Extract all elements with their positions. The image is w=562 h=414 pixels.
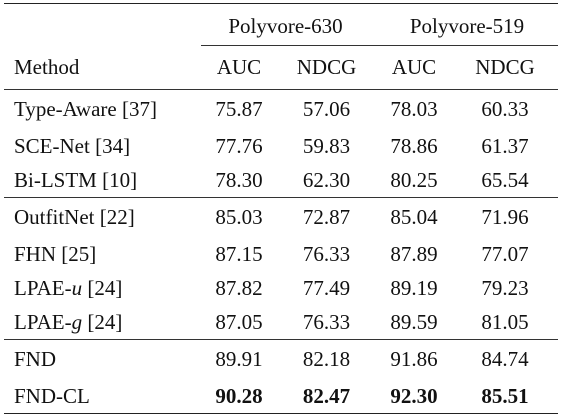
results-table: Polyvore-630 Polyvore-519 Method AUC NDC… — [4, 3, 559, 414]
auc-630-cell: 89.91 — [201, 339, 277, 380]
table-row: LPAE-u [24] 87.82 77.49 89.19 79.23 — [4, 272, 558, 306]
auc-519-cell: 91.86 — [376, 339, 453, 380]
ndcg-519-cell: 61.37 — [481, 134, 529, 158]
auc-630-cell: 87.82 — [215, 276, 263, 300]
auc-519-cell: 78.03 — [376, 89, 453, 130]
table-row: SCE-Net [34] 77.76 59.83 78.86 61.37 — [4, 130, 558, 164]
method-cell: Type-Aware [37] — [4, 89, 201, 130]
method-cell: SCE-Net [34] — [14, 134, 131, 158]
dataset-header-polyvore-519: Polyvore-519 — [376, 3, 559, 46]
ndcg-630-cell: 77.49 — [302, 276, 351, 300]
dataset-header-polyvore-630: Polyvore-630 — [201, 3, 377, 46]
auc-header-519: AUC — [376, 45, 453, 90]
table-row: Type-Aware [37] 75.87 57.06 78.03 60.33 — [4, 89, 559, 130]
ndcg-630-cell: 59.83 — [302, 134, 351, 158]
table-row: Bi-LSTM [10] 78.30 62.30 80.25 65.54 — [4, 164, 558, 198]
ndcg-519-cell-best: 85.51 — [452, 379, 559, 414]
method-cell: LPAE-u [24] — [4, 272, 201, 306]
ndcg-630-cell: 76.33 — [302, 309, 351, 334]
header-empty-cell — [4, 3, 201, 46]
method-suffix: [24] — [82, 309, 123, 334]
method-cell: FND-CL — [4, 379, 201, 414]
table-row: LPAE-g [24] 87.05 76.33 89.59 81.05 — [4, 306, 558, 340]
auc-630-cell: 75.87 — [201, 89, 277, 130]
table-row: FND 89.91 82.18 91.86 84.74 — [4, 339, 559, 380]
metric-header-row: Method AUC NDCG AUC NDCG — [4, 45, 559, 90]
ndcg-630-cell: 72.87 — [277, 197, 377, 238]
method-variant: g — [71, 309, 83, 334]
ndcg-header-630: NDCG — [277, 45, 377, 90]
ndcg-519-cell: 65.54 — [481, 167, 529, 192]
method-column-header: Method — [4, 45, 201, 90]
ndcg-519-cell: 84.74 — [452, 339, 559, 380]
auc-630-cell: 87.15 — [215, 242, 263, 266]
method-cell: Bi-LSTM [10] — [14, 167, 138, 192]
auc-519-cell: 87.89 — [390, 242, 438, 266]
auc-header-630: AUC — [201, 45, 277, 90]
auc-519-cell: 89.19 — [390, 276, 438, 300]
auc-519-cell: 80.25 — [390, 167, 438, 192]
ndcg-630-cell: 57.06 — [277, 89, 377, 130]
table-row: FHN [25] 87.15 76.33 87.89 77.07 — [4, 238, 558, 272]
ndcg-630-cell: 76.33 — [302, 242, 351, 266]
method-cell: FND — [4, 339, 201, 380]
ndcg-header-519: NDCG — [452, 45, 559, 90]
auc-519-cell: 89.59 — [390, 309, 438, 334]
auc-630-cell: 78.30 — [215, 167, 263, 192]
auc-630-cell: 85.03 — [201, 197, 277, 238]
auc-630-cell: 87.05 — [215, 309, 263, 334]
ndcg-519-cell: 71.96 — [452, 197, 559, 238]
auc-630-cell: 77.76 — [215, 134, 263, 158]
ndcg-630-cell: 82.18 — [277, 339, 377, 380]
method-cell: FHN [25] — [14, 242, 97, 266]
table-row-best: FND-CL 90.28 82.47 92.30 85.51 — [4, 379, 559, 414]
method-prefix: LPAE- — [14, 309, 72, 334]
ndcg-519-cell: 77.07 — [481, 242, 529, 266]
method-variant: u — [71, 276, 83, 300]
dataset-header-row: Polyvore-630 Polyvore-519 — [4, 3, 559, 46]
ndcg-519-cell: 81.05 — [481, 309, 529, 334]
table-row: OutfitNet [22] 85.03 72.87 85.04 71.96 — [4, 197, 559, 238]
ndcg-630-cell: 62.30 — [302, 167, 351, 192]
auc-630-cell-best: 90.28 — [201, 379, 277, 414]
ndcg-519-cell: 60.33 — [452, 89, 559, 130]
method-cell: OutfitNet [22] — [4, 197, 201, 238]
ndcg-630-cell-best: 82.47 — [277, 379, 377, 414]
method-cell: LPAE-g [24] — [4, 306, 201, 340]
auc-519-cell: 85.04 — [376, 197, 453, 238]
ndcg-519-cell: 79.23 — [481, 276, 529, 300]
method-prefix: LPAE- — [14, 276, 72, 300]
auc-519-cell: 78.86 — [390, 134, 438, 158]
method-suffix: [24] — [82, 276, 123, 300]
auc-519-cell-best: 92.30 — [376, 379, 453, 414]
